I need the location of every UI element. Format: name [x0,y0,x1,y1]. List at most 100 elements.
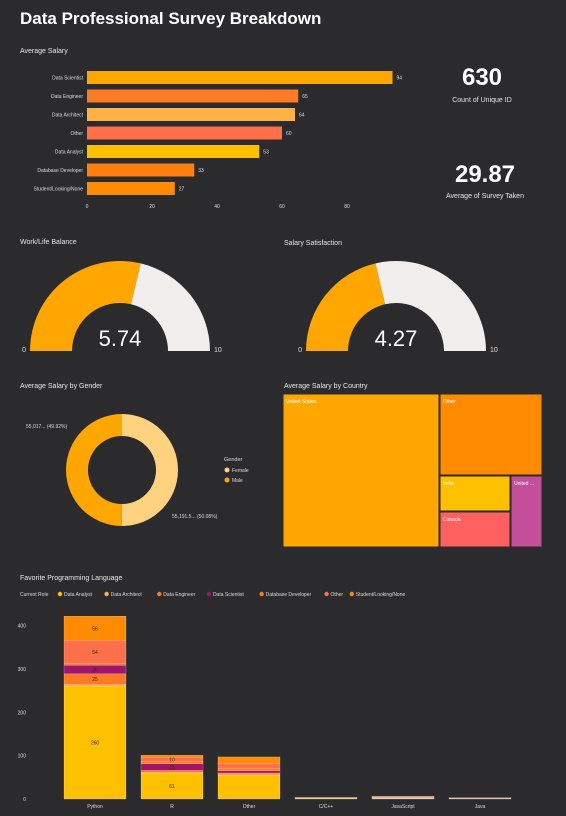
avg-salary-title: Average Salary [20,48,68,55]
stack-value-label-python-data-analyst: 260 [91,741,100,747]
x-tick-0: 0 [86,204,89,210]
bar-database-developer [87,163,195,177]
bar-category-label-database-developer: Database Developer [37,168,83,174]
treemap-label-india: India [443,481,454,487]
bar-category-label-data-analyst: Data Analyst [55,150,84,156]
legend-label-other: Other [331,592,344,598]
stack-segment-r-data-analyst [140,772,204,800]
treemap-label-united: United ... [514,481,534,487]
bar-category-label-other: Other [70,131,83,137]
salary-gender-title: Average Salary by Gender [20,383,103,390]
bar-value-label-student-looking-none: 27 [179,187,185,193]
page-title: Data Professional Survey Breakdown [20,9,322,28]
bar-data-engineer [87,89,299,103]
x-category-label-javascript: JavaScript [391,804,415,810]
x-category-label-other: Other [243,804,256,810]
legend-marker-database-developer [259,591,264,597]
legend-marker-data-architect [104,591,109,597]
y-tick-100: 100 [18,754,27,760]
salary-country-title: Average Salary by Country [284,383,368,390]
unique-id-count-label: Count of Unique ID [452,97,512,104]
stack-segment-other-other [217,763,281,769]
treemap-tile-other [439,394,543,476]
gauge-remaining-arc [375,261,486,351]
gauge-min-label: 0 [22,347,26,354]
legend-label-male: Male [232,478,243,484]
stack-value-label-python-data-scientist: 20 [92,667,98,673]
legend-label-data-engineer: Data Engineer [163,592,195,598]
legend-label-data-analyst: Data Analyst [64,592,93,598]
bar-other [87,126,282,140]
bar-value-label-database-developer: 33 [198,168,204,174]
legend-label-database-developer: Database Developer [266,592,312,598]
bar-value-label-data-engineer: 65 [302,94,308,100]
legend-marker-other [324,591,329,597]
bar-value-label-data-analyst: 53 [263,150,269,156]
stack-value-label-python-data-engineer: 25 [92,677,98,683]
survey-taken-avg-label: Average of Survey Taken [446,193,524,200]
bar-data-analyst [87,145,260,158]
x-category-label-c-c: C/C++ [319,804,334,810]
gender-legend-title: Gender [224,457,243,463]
work-life-gauge: 5.74 0 10 [22,261,222,354]
stack-segment-other-data-analyst [217,775,281,800]
gauge-value-label: 5.74 [99,326,142,351]
donut-data-label-male: 55,017... (49.92%) [26,424,67,430]
stack-segment-python-student-looking-none [63,616,127,641]
bar-category-label-student-looking-none: Student/Looking/None [34,187,84,193]
bar-category-label-data-engineer: Data Engineer [51,94,83,100]
gauge-max-label: 10 [214,347,222,354]
x-tick-40: 40 [214,204,220,210]
bar-value-label-data-scientist: 94 [397,76,403,82]
stack-value-label-r-data-analyst: 61 [169,784,175,790]
treemap-tile-united [510,475,543,548]
y-tick-400: 400 [18,624,27,630]
legend-marker-student-looking-none [349,591,354,597]
salary-country-treemap: United States Other India Canada United ... [283,394,543,548]
y-tick-200: 200 [18,710,27,716]
legend-label-data-scientist: Data Scientist [213,592,244,598]
salary-satisfaction-gauge: 4.27 0 10 [298,261,498,354]
treemap-tile-united-states [283,394,440,548]
legend-marker-data-engineer [157,591,162,597]
legend-marker-data-analyst [57,591,63,597]
bar-value-label-other: 60 [286,131,292,137]
legend-title: Current Role [20,592,49,598]
bar-data-scientist [87,71,393,84]
treemap-tile-canada [439,511,511,548]
treemap-tile-india [439,475,511,512]
y-tick-0: 0 [23,797,26,803]
current-role-legend: Current Role Data Analyst Data Architect Da… [20,591,406,598]
legend-label-data-architect: Data Architect [111,592,143,598]
gauge-min-label: 0 [298,347,302,354]
survey-taken-avg-value: 29.87 [454,161,516,188]
stack-segment-other-data-engineer [217,772,281,775]
bar-student-looking-none [87,182,175,195]
stack-value-label-r-data-scientist: 15 [169,765,175,771]
treemap-label-united-states: United States [286,399,317,405]
salary-gender-donut: 55,191.5... (50.08%) 55,017... (49.92%) Ge… [26,414,249,526]
legend-marker-data-scientist [206,591,212,597]
x-category-label-python: Python [87,804,103,810]
unique-id-count-value: 630 [461,64,503,91]
bar-category-label-data-scientist: Data Scientist [52,76,83,82]
bar-value-label-data-architect: 64 [299,113,305,119]
gauge-value-arc [306,263,386,351]
x-tick-60: 60 [279,204,285,210]
stack-segment-r-student-looking-none [140,755,204,758]
x-category-label-r: R [170,804,174,810]
stack-value-label-python-other: 54 [92,650,98,656]
work-life-title: Work/Life Balance [20,239,77,246]
legend-marker-male [224,477,230,483]
stack-segment-other-data-scientist [217,770,281,774]
treemap-label-canada: Canada [443,517,461,523]
stack-segment-python-database-developer [63,663,127,666]
gauge-value-arc [30,261,141,351]
bar-data-architect [87,108,295,121]
x-tick-80: 80 [344,204,350,210]
stack-segment-other-student-looking-none [217,756,281,764]
stack-segment-c-c-data-analyst [294,798,358,800]
legend-label-female: Female [232,468,249,474]
stack-segment-python-data-architect [63,684,127,687]
